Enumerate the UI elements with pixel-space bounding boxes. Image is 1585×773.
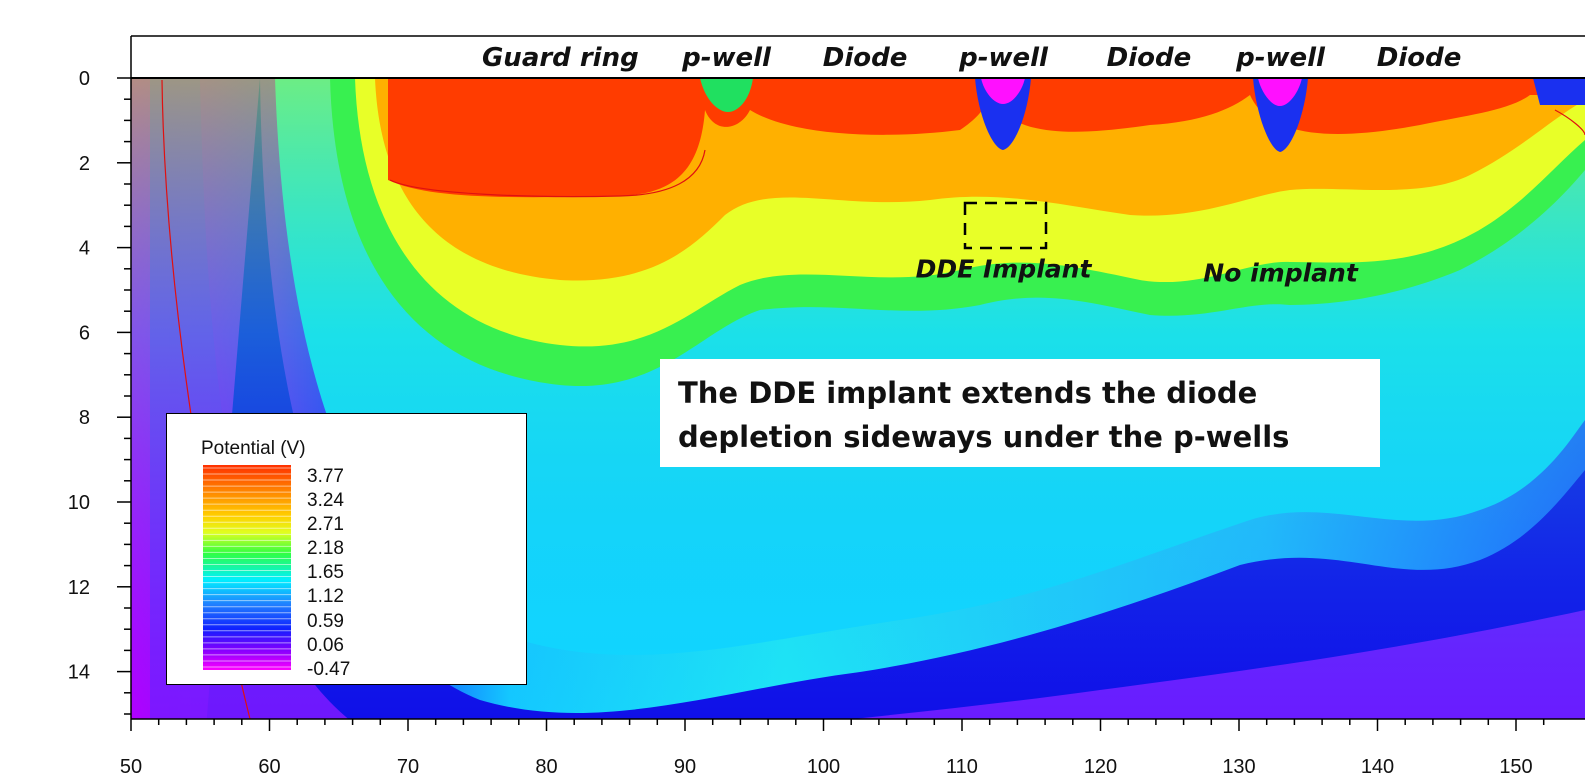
region-label: Guard ring [482,43,639,73]
legend-level-label: 1.65 [307,562,344,584]
annotations: DDE Implant No implant [916,254,1359,287]
callout-line-1: The DDE implant extends the diode [678,376,1258,410]
legend-level-label: 0.59 [307,610,344,632]
plot-annotation: DDE Implant [916,254,1093,283]
legend-level-label: 2.18 [307,538,344,560]
right-edge-pocket [1533,78,1585,105]
p-well-pocket-3-core [1258,78,1302,106]
x-tick-label: 80 [535,756,557,773]
x-tick-label: 150 [1499,756,1532,773]
x-tick-label: 100 [807,756,840,773]
x-tick-label: 120 [1084,756,1117,773]
callout-box: The DDE implant extends the diode deplet… [660,359,1380,467]
legend-swatch [203,465,291,670]
x-tick-label: 90 [674,756,696,773]
callout-line-2: depletion sideways under the p-wells [678,420,1290,454]
legend-level-label: -0.47 [307,658,351,680]
p-well-pocket-2-core [981,78,1025,104]
p-well-pocket-2 [975,78,1031,150]
axes [130,35,1585,720]
x-tick-label: 60 [258,756,280,773]
x-tick-label: 130 [1222,756,1255,773]
legend-level-label: 0.06 [307,634,344,656]
legend-title: Potential (V) [201,438,306,459]
legend-stripes [203,467,291,668]
y-tick-label: 8 [79,407,90,429]
region-label: Diode [1377,43,1462,73]
plot-annotation: No implant [1203,259,1359,288]
x-tick-label: 70 [397,756,419,773]
x-tick-label: 140 [1361,756,1394,773]
x-axis-ticks: 50 60 70 80 90 100 110 120 130 140 150 [120,719,1545,773]
y-tick-label: 6 [79,322,90,344]
region-label: p-well [681,43,772,73]
p-well-pocket-1 [700,78,753,112]
legend-labels: 3.77 3.24 2.71 2.18 1.65 1.12 0.59 0.06 … [307,465,350,682]
region-label: Diode [823,43,908,73]
region-labels: Guard ring p-well Diode p-well Diode p-well Di… [482,43,1461,73]
region-label: p-well [1235,43,1326,73]
y-tick-label: 2 [79,153,90,175]
legend-level-label: 3.24 [307,490,344,512]
y-tick-label: 14 [68,662,90,684]
x-tick-label: 50 [120,756,142,773]
colorbar-legend: Potential (V) 3.77 3.24 2.71 2.18 1.65 1… [166,413,527,685]
x-tick-label: 110 [946,756,978,773]
y-tick-label: 4 [79,238,90,260]
dde-implant-box [963,201,1048,250]
legend-level-label: 1.12 [307,586,344,608]
legend-level-label: 3.77 [307,466,344,487]
y-axis-ticks: 0 2 4 6 8 10 12 14 [68,68,131,715]
region-label: p-well [958,43,1049,73]
legend-level-label: 2.71 [307,514,344,536]
region-label: Diode [1107,43,1192,73]
contour-line-guard [389,149,706,198]
y-tick-label: 0 [79,68,90,90]
y-tick-label: 10 [68,492,90,514]
y-tick-label: 12 [68,577,90,599]
p-well-pockets [700,78,1585,152]
